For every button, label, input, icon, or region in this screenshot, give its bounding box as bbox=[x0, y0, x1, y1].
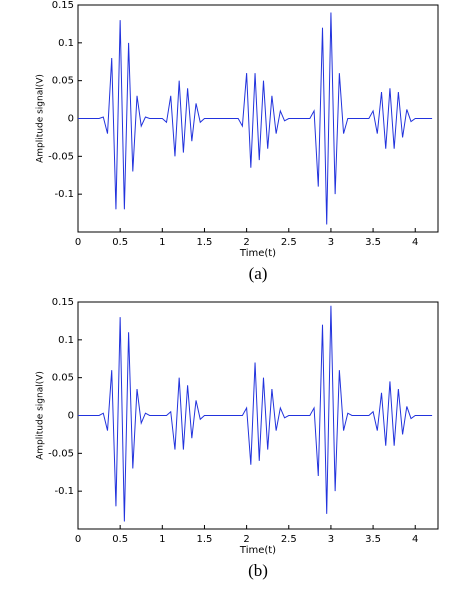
x-tick-label: 0.5 bbox=[112, 237, 128, 248]
y-axis-label: Amplitude signal(V) bbox=[36, 74, 46, 163]
x-tick-label: 0 bbox=[75, 237, 81, 248]
y-tick-label: -0.05 bbox=[48, 448, 74, 459]
x-tick-label: 3.5 bbox=[365, 237, 381, 248]
x-tick-label: 2 bbox=[243, 534, 249, 545]
x-tick-label: 4 bbox=[412, 237, 418, 248]
plot-frame bbox=[77, 4, 439, 233]
x-tick-label: 1 bbox=[159, 534, 165, 545]
x-tick-label: 0 bbox=[75, 534, 81, 545]
caption: (b) bbox=[248, 561, 268, 580]
x-tick-label: 2 bbox=[243, 237, 249, 248]
x-tick-label: 3 bbox=[328, 534, 334, 545]
y-tick-label: 0.05 bbox=[52, 373, 74, 384]
y-tick-label: 0.05 bbox=[52, 76, 74, 87]
y-tick-label: -0.1 bbox=[54, 486, 74, 497]
x-tick-label: 1 bbox=[159, 237, 165, 248]
x-axis-label: Time(t) bbox=[239, 545, 276, 556]
x-tick-label: 2.5 bbox=[281, 237, 297, 248]
x-tick-label: 1.5 bbox=[197, 534, 213, 545]
x-axis-label: Time(t) bbox=[239, 248, 276, 259]
y-tick-label: 0.15 bbox=[52, 0, 74, 11]
x-tick-label: 2.5 bbox=[281, 534, 297, 545]
y-tick-label: -0.1 bbox=[54, 189, 74, 200]
x-tick-label: 3.5 bbox=[365, 534, 381, 545]
y-tick-label: 0 bbox=[68, 114, 74, 125]
y-tick-label: 0 bbox=[68, 411, 74, 422]
y-tick-label: 0.1 bbox=[58, 38, 74, 49]
signal-line bbox=[78, 12, 433, 225]
y-axis-label: Amplitude signal(V) bbox=[36, 371, 46, 460]
x-tick-label: 4 bbox=[412, 534, 418, 545]
plot-frame bbox=[77, 301, 439, 530]
x-tick-label: 0.5 bbox=[112, 534, 128, 545]
signal-line bbox=[78, 305, 433, 522]
y-tick-label: 0.1 bbox=[58, 335, 74, 346]
y-tick-label: 0.15 bbox=[52, 297, 74, 308]
caption: (a) bbox=[249, 264, 268, 283]
x-tick-label: 1.5 bbox=[197, 237, 213, 248]
x-tick-label: 3 bbox=[328, 237, 334, 248]
y-tick-label: -0.05 bbox=[48, 151, 74, 162]
